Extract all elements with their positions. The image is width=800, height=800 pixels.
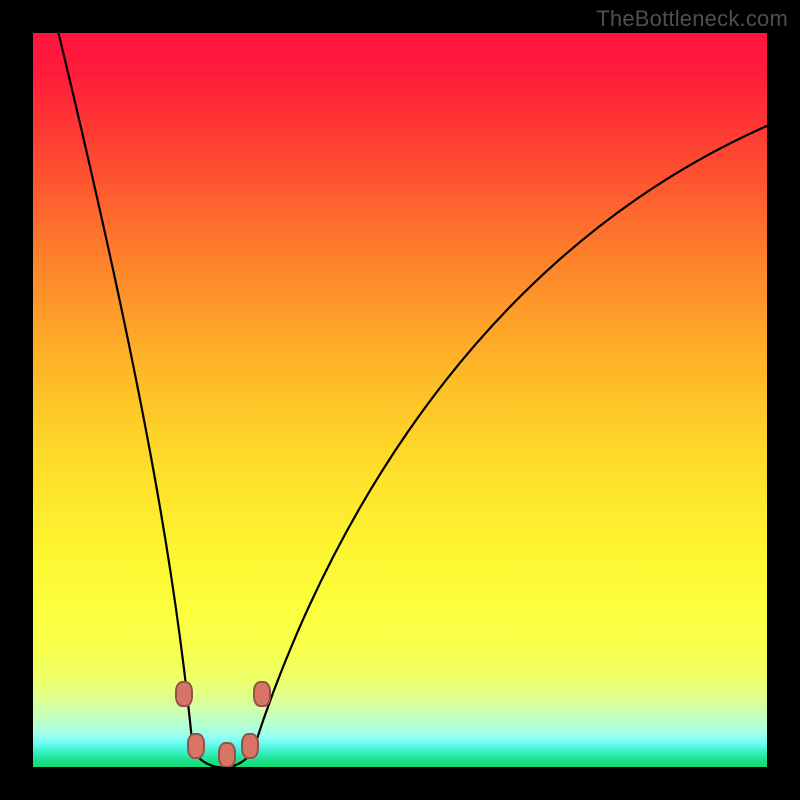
bottleneck-curve [33,33,767,767]
curve-marker [175,681,193,707]
curve-marker [187,733,205,759]
watermark-text: TheBottleneck.com [596,6,788,32]
curve-marker [241,733,259,759]
curve-marker [253,681,271,707]
curve-path [58,33,767,767]
curve-marker [218,742,236,767]
plot-area [33,33,767,767]
chart-frame: TheBottleneck.com [0,0,800,800]
